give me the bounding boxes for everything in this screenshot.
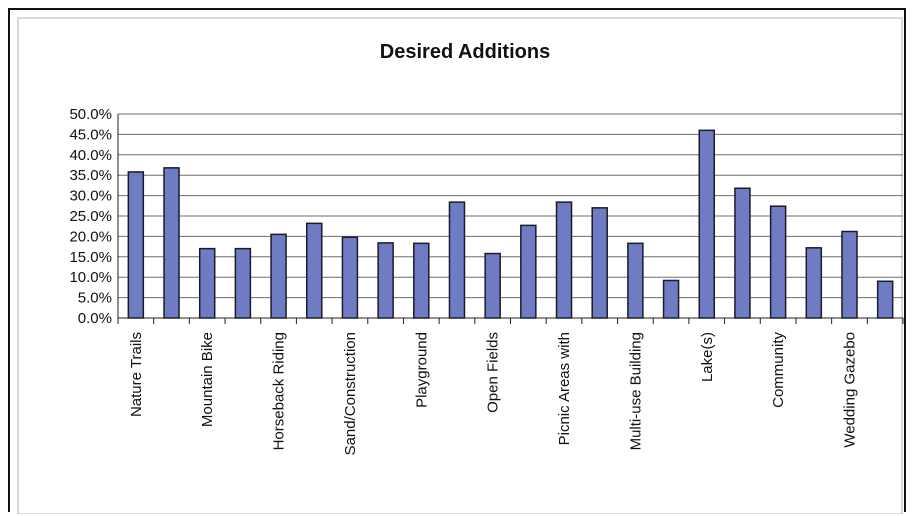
bar <box>662 279 680 319</box>
bar <box>448 201 466 319</box>
y-tick-label: 5.0% <box>78 290 112 307</box>
y-tick-label: 50.0% <box>69 106 112 123</box>
y-tick-label: 30.0% <box>69 188 112 205</box>
y-tick-label: 35.0% <box>69 167 112 184</box>
bar <box>805 247 823 319</box>
y-tick-label: 45.0% <box>69 126 112 143</box>
x-category-label: Community <box>770 332 787 408</box>
axes <box>117 114 904 324</box>
bar <box>734 187 751 319</box>
bar <box>341 236 359 319</box>
x-category-label: Nature Trails <box>128 332 145 417</box>
x-category-label: Wedding Gazebo <box>841 332 858 448</box>
x-category-label: Sand/Construction <box>342 332 359 455</box>
x-category-label: Multi-use Building <box>627 332 644 450</box>
x-axis-category-labels: Nature Trails Mountain Bike Horseback Ridi… <box>128 332 859 456</box>
x-category-label: Open Fields <box>485 332 502 413</box>
x-category-label: Picnic Areas with <box>556 332 573 445</box>
bar <box>627 242 644 319</box>
bar-chart: Desired Additions 0.0% 5.0% 10.0% 15.0% 20.0… <box>17 17 904 514</box>
x-category-label: Lake(s) <box>699 332 716 382</box>
bar <box>163 167 180 319</box>
bar <box>876 280 894 319</box>
x-category-label: Playground <box>413 332 430 408</box>
y-axis-tick-labels: 0.0% 5.0% 10.0% 15.0% 20.0% 25.0% 30.0% 35.0% 40… <box>69 106 112 327</box>
y-tick-label: 10.0% <box>69 269 112 286</box>
chart-frame: Desired Additions 0.0% 5.0% 10.0% 15.0% 20.0… <box>8 8 906 514</box>
bar <box>413 242 430 319</box>
bar <box>127 171 145 319</box>
bar <box>484 252 501 319</box>
bar <box>841 230 858 319</box>
y-tick-label: 15.0% <box>69 249 112 266</box>
x-category-label: Horseback Riding <box>271 332 288 450</box>
y-tick-label: 0.0% <box>78 310 112 327</box>
bar <box>234 247 252 319</box>
bar <box>698 129 715 319</box>
bar <box>306 222 323 319</box>
chart-title: Desired Additions <box>380 41 550 63</box>
bar <box>377 242 394 319</box>
bar <box>520 224 537 319</box>
y-tick-label: 25.0% <box>69 208 112 225</box>
x-category-label: Mountain Bike <box>199 332 216 427</box>
y-tick-label: 40.0% <box>69 147 112 164</box>
bar <box>555 201 573 319</box>
bar <box>270 233 287 319</box>
bar <box>198 247 216 319</box>
bar <box>591 207 608 319</box>
bars <box>127 129 894 319</box>
y-tick-label: 20.0% <box>69 228 112 245</box>
bar <box>769 205 787 319</box>
